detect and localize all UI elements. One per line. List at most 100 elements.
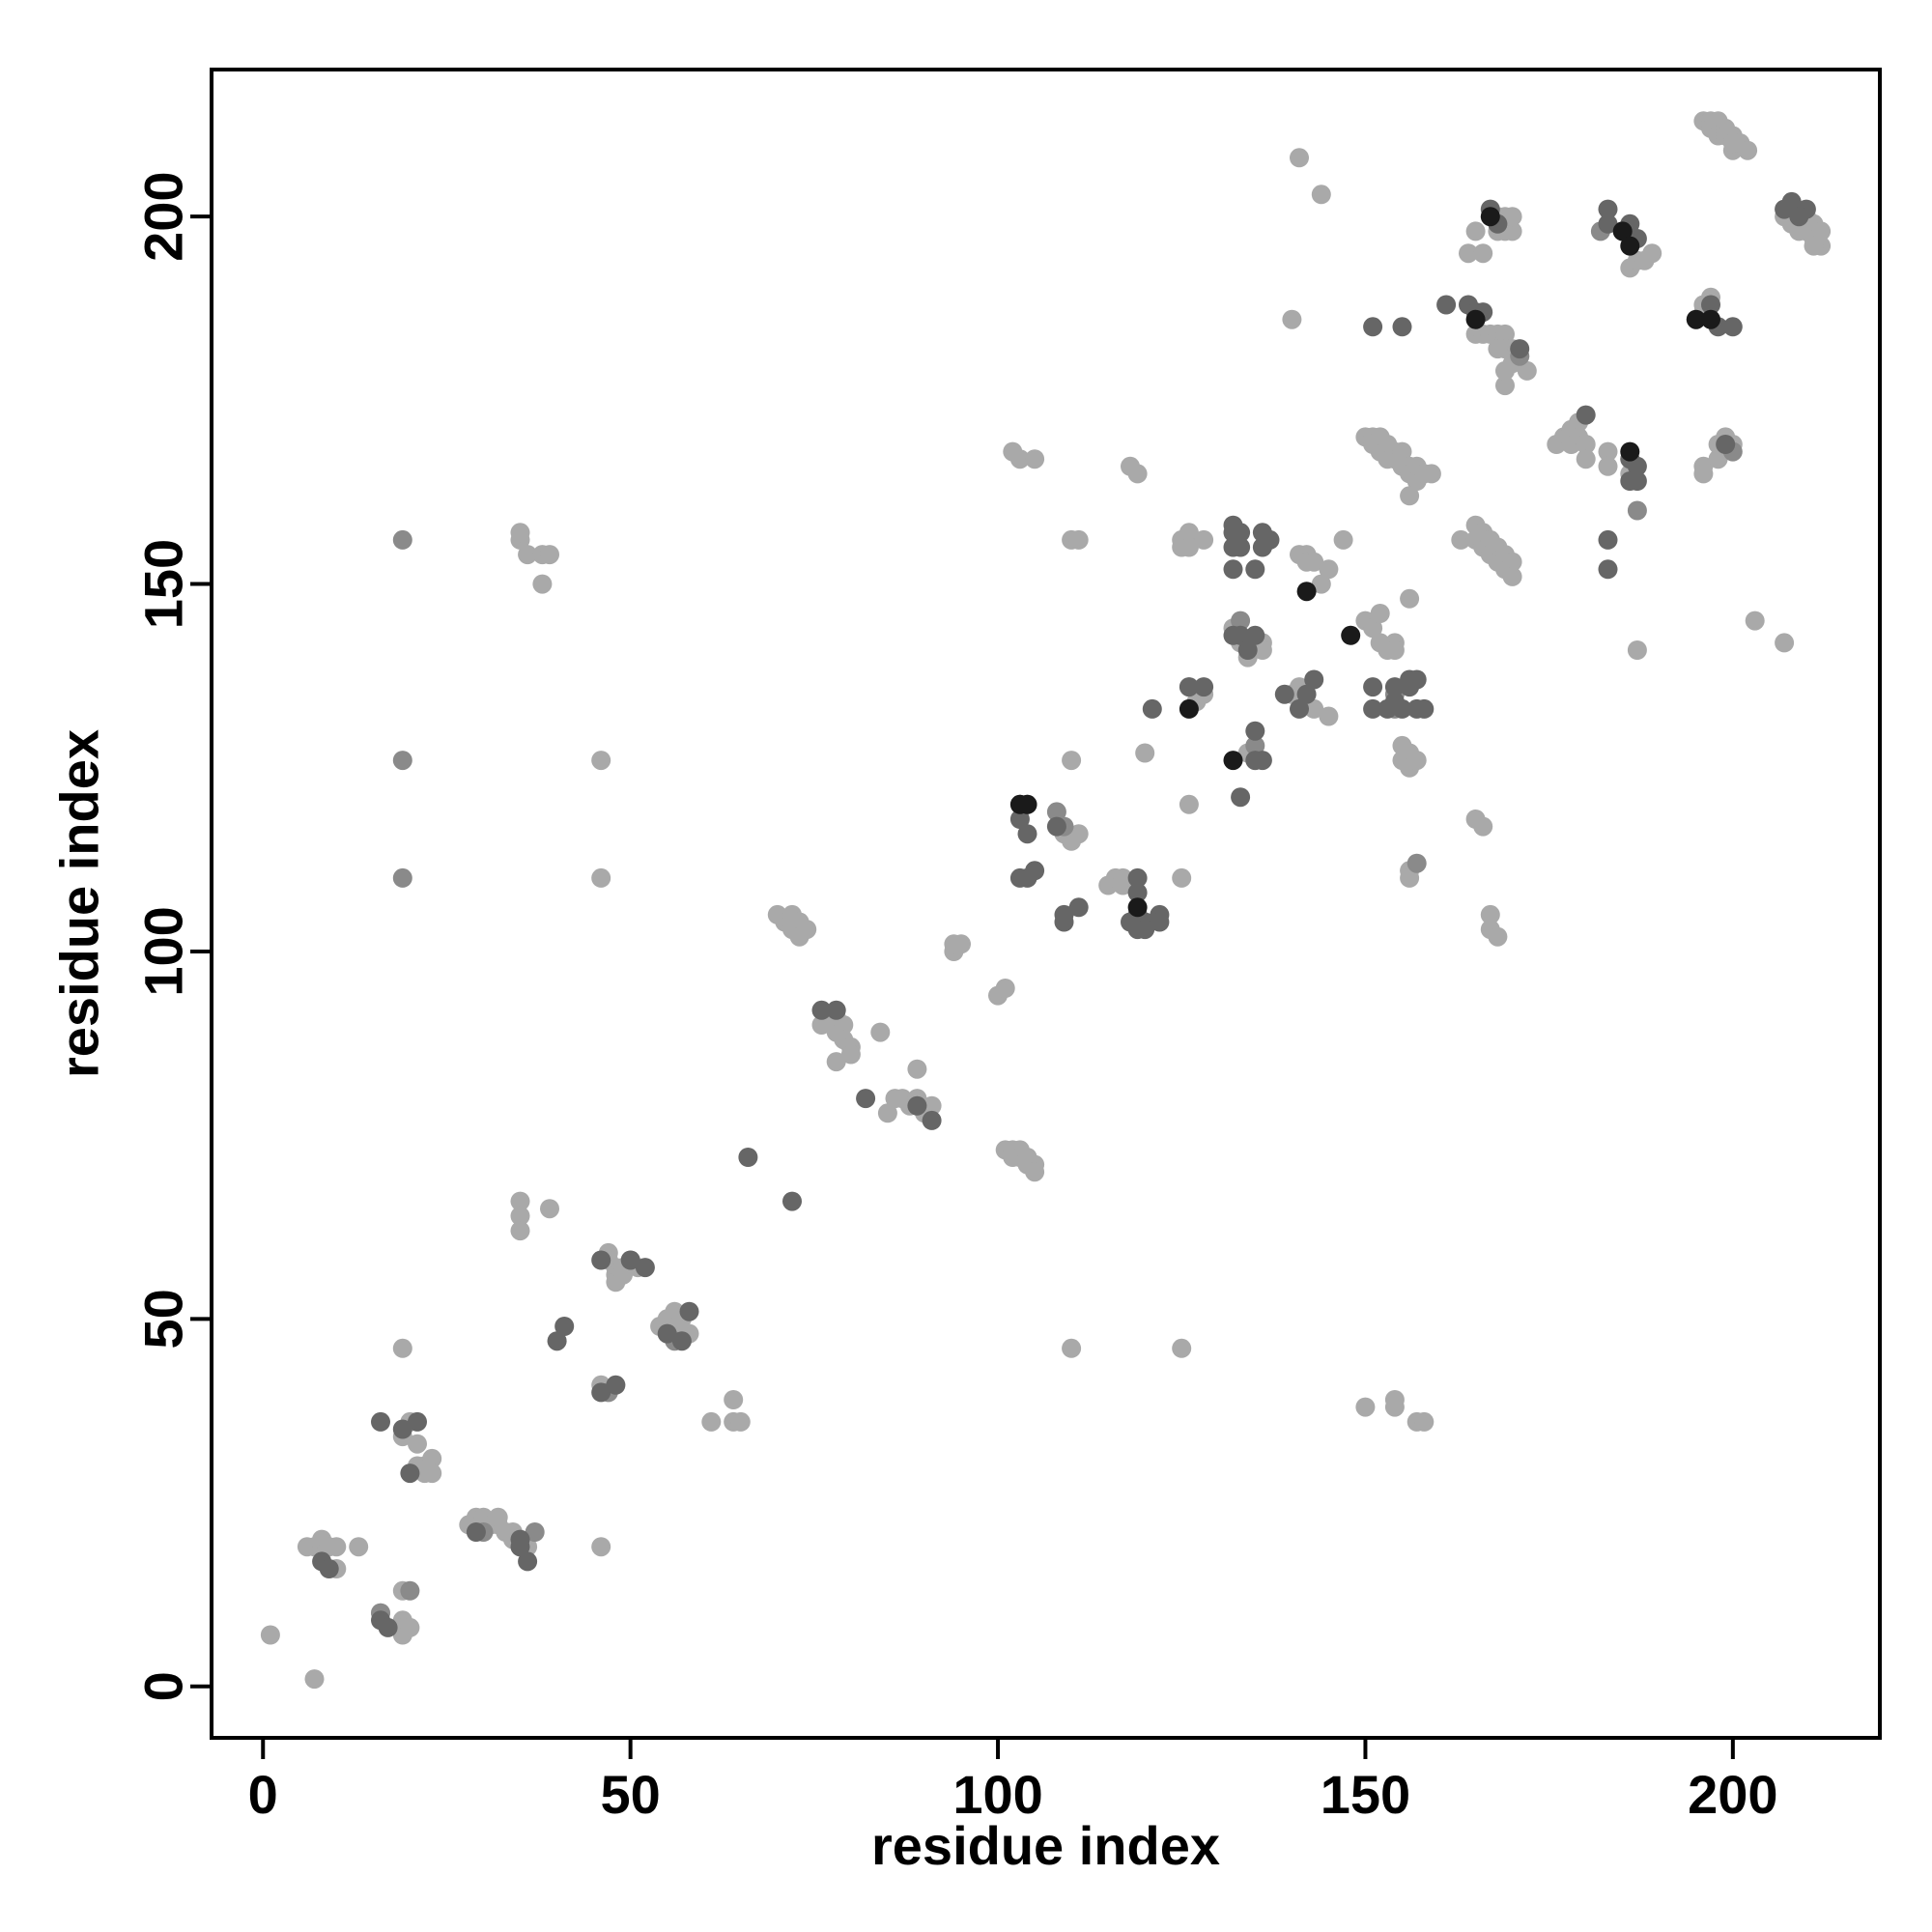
- data-point: [392, 1419, 412, 1439]
- data-point: [1473, 243, 1493, 264]
- data-point: [591, 751, 611, 771]
- data-point: [1017, 794, 1037, 814]
- data-point: [1113, 867, 1133, 888]
- x-axis: 0 50 100 150 200: [248, 1738, 1778, 1825]
- data-point: [1510, 339, 1530, 359]
- data-point: [1495, 376, 1515, 396]
- data-point: [1738, 140, 1758, 160]
- data-point: [877, 1103, 897, 1123]
- data-point: [547, 1331, 567, 1351]
- data-point: [1701, 309, 1720, 329]
- y-tick-label: 50: [133, 1289, 194, 1349]
- data-point: [1598, 441, 1618, 462]
- data-point: [1025, 449, 1045, 469]
- data-point: [1017, 824, 1037, 844]
- data-point: [1722, 133, 1743, 154]
- data-point: [1304, 698, 1324, 719]
- x-tick-label: 150: [1321, 1764, 1410, 1825]
- data-point: [1290, 148, 1309, 168]
- data-point: [392, 867, 412, 888]
- data-point: [1062, 751, 1082, 771]
- data-point: [1708, 449, 1728, 469]
- data-point: [591, 1537, 611, 1557]
- data-point: [826, 1052, 846, 1072]
- data-point: [1245, 625, 1265, 645]
- data-point: [1745, 611, 1765, 631]
- data-point: [1627, 471, 1647, 491]
- data-point: [1274, 684, 1294, 704]
- data-point: [1231, 625, 1251, 645]
- x-axis-label: residue index: [871, 1815, 1220, 1876]
- data-point: [1142, 698, 1162, 719]
- data-point: [1179, 537, 1199, 557]
- data-point: [1421, 464, 1441, 484]
- data-point: [1716, 435, 1736, 454]
- data-point: [1319, 706, 1339, 726]
- data-point: [422, 1448, 442, 1468]
- data-point: [488, 1507, 508, 1527]
- data-point: [995, 979, 1015, 998]
- data-point: [1363, 677, 1383, 697]
- data-point: [1502, 221, 1522, 242]
- data-point: [1296, 582, 1317, 602]
- data-point: [1231, 611, 1251, 631]
- data-point: [532, 574, 553, 594]
- data-point: [1290, 698, 1309, 719]
- data-point: [1223, 559, 1243, 580]
- data-point: [1127, 464, 1148, 484]
- data-point: [1252, 751, 1272, 771]
- y-tick-label: 150: [133, 539, 194, 629]
- data-point: [1502, 566, 1522, 586]
- data-point: [408, 1434, 427, 1454]
- data-point: [540, 1199, 559, 1219]
- data-point: [1054, 904, 1074, 924]
- data-point: [1811, 221, 1832, 242]
- data-point: [1465, 221, 1486, 242]
- data-point: [679, 1301, 699, 1321]
- x-tick-label: 200: [1688, 1764, 1777, 1825]
- data-point: [1406, 751, 1427, 771]
- data-point: [1488, 926, 1508, 947]
- data-point: [1414, 698, 1435, 719]
- data-point: [1400, 486, 1420, 506]
- data-point: [620, 1250, 640, 1270]
- data-point: [1363, 317, 1383, 337]
- data-point: [1598, 529, 1618, 550]
- data-point: [1451, 529, 1471, 550]
- data-point: [422, 1463, 442, 1484]
- plot-frame: [210, 68, 1882, 1740]
- data-point: [1598, 199, 1618, 219]
- data-point: [540, 545, 559, 565]
- data-point: [1127, 897, 1148, 918]
- data-point: [724, 1390, 744, 1409]
- data-point: [518, 1551, 538, 1572]
- data-point: [1517, 360, 1537, 381]
- data-point: [1150, 912, 1170, 932]
- data-point: [797, 920, 817, 940]
- data-point: [1406, 853, 1427, 873]
- data-point: [870, 1022, 891, 1042]
- data-point: [1400, 588, 1420, 609]
- y-tick-label: 0: [133, 1671, 194, 1701]
- data-point: [400, 1463, 420, 1484]
- x-tick-label: 50: [601, 1764, 661, 1825]
- data-point: [1311, 574, 1331, 594]
- data-point: [591, 867, 611, 888]
- data-point: [1627, 456, 1647, 476]
- data-point: [635, 1258, 655, 1278]
- data-point: [392, 751, 412, 771]
- data-point: [1135, 743, 1155, 763]
- data-point: [1194, 529, 1214, 550]
- data-point: [349, 1537, 369, 1557]
- data-point: [466, 1522, 486, 1542]
- data-point: [1282, 309, 1302, 329]
- data-point: [840, 1044, 861, 1065]
- data-point: [1627, 640, 1647, 660]
- data-point: [1384, 640, 1405, 660]
- data-point: [1480, 207, 1500, 227]
- x-tick-label: 0: [248, 1764, 278, 1825]
- data-point: [1046, 816, 1066, 837]
- data-point: [1172, 1338, 1192, 1358]
- data-point: [782, 1191, 802, 1211]
- data-point: [952, 934, 971, 954]
